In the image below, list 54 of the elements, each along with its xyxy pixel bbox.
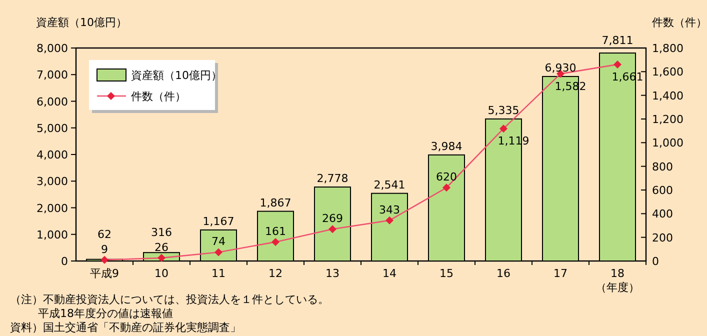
data-label: 3,984 bbox=[430, 140, 462, 153]
data-label: 1,867 bbox=[260, 196, 292, 210]
y2-tick-label: 1,000 bbox=[652, 136, 684, 150]
y2-tick-label: 200 bbox=[652, 231, 673, 244]
data-label: 269 bbox=[322, 212, 343, 226]
x-tick-label: 18 bbox=[610, 267, 624, 280]
data-label: 1,167 bbox=[202, 214, 234, 228]
x-tick-label: 12 bbox=[268, 267, 282, 280]
legend-label: 資産額（10億円） bbox=[131, 69, 222, 82]
data-label: 6,930 bbox=[544, 61, 576, 74]
x-tick-label: 平成9 bbox=[90, 267, 119, 280]
data-label: 74 bbox=[212, 235, 226, 248]
data-label: 26 bbox=[154, 240, 168, 254]
data-label: 2,541 bbox=[374, 178, 406, 192]
y-axis-title: 資産額（10億円） bbox=[36, 16, 127, 29]
data-label: 5,335 bbox=[488, 104, 520, 117]
data-label: 9 bbox=[101, 242, 108, 256]
x-tick-label: 14 bbox=[382, 267, 396, 280]
data-label: 2,778 bbox=[316, 172, 348, 186]
data-label: 316 bbox=[151, 226, 172, 239]
y-tick-label: 2,000 bbox=[36, 202, 68, 215]
y-tick-label: 6,000 bbox=[36, 95, 68, 108]
y2-tick-label: 1,200 bbox=[652, 113, 684, 126]
y2-axis-title: 件数（件） bbox=[652, 16, 707, 29]
x-tick-label: 15 bbox=[440, 267, 454, 280]
x-tick-label: 17 bbox=[554, 267, 568, 280]
x-axis-title: （年度） bbox=[596, 281, 640, 294]
text: （注）不動産投資法人については、投資法人を１件としている。 bbox=[10, 293, 329, 306]
text: 平成18年度分の値は速報値 bbox=[38, 307, 173, 320]
y-tick-label: 3,000 bbox=[36, 175, 68, 188]
y-tick-label: 4,000 bbox=[36, 148, 68, 162]
y2-tick-label: 1,600 bbox=[652, 66, 684, 79]
y2-tick-label: 1,400 bbox=[652, 89, 684, 102]
y-tick-label: 0 bbox=[61, 255, 68, 268]
y2-tick-label: 800 bbox=[652, 160, 673, 174]
text: 資料）国土交通省「不動産の証券化実態調査」 bbox=[10, 321, 241, 334]
data-label: 7,811 bbox=[602, 34, 634, 47]
legend-label: 件数（件） bbox=[131, 90, 186, 103]
x-tick-label: 13 bbox=[326, 267, 340, 280]
y2-tick-label: 1,800 bbox=[652, 42, 684, 55]
data-label: 161 bbox=[265, 224, 286, 238]
y-tick-label: 5,000 bbox=[36, 122, 68, 135]
y2-tick-label: 0 bbox=[652, 255, 659, 268]
y2-tick-label: 600 bbox=[652, 184, 673, 197]
data-label: 620 bbox=[436, 170, 457, 184]
data-label: 343 bbox=[379, 203, 400, 216]
x-tick-label: 11 bbox=[212, 267, 226, 280]
y2-tick-label: 400 bbox=[652, 208, 673, 221]
y-tick-label: 8,000 bbox=[36, 42, 68, 55]
y-tick-label: 1,000 bbox=[36, 228, 68, 242]
x-tick-label: 16 bbox=[496, 267, 510, 280]
y-tick-label: 7,000 bbox=[36, 68, 68, 82]
x-tick-label: 10 bbox=[154, 267, 168, 280]
data-label: 62 bbox=[98, 228, 112, 241]
